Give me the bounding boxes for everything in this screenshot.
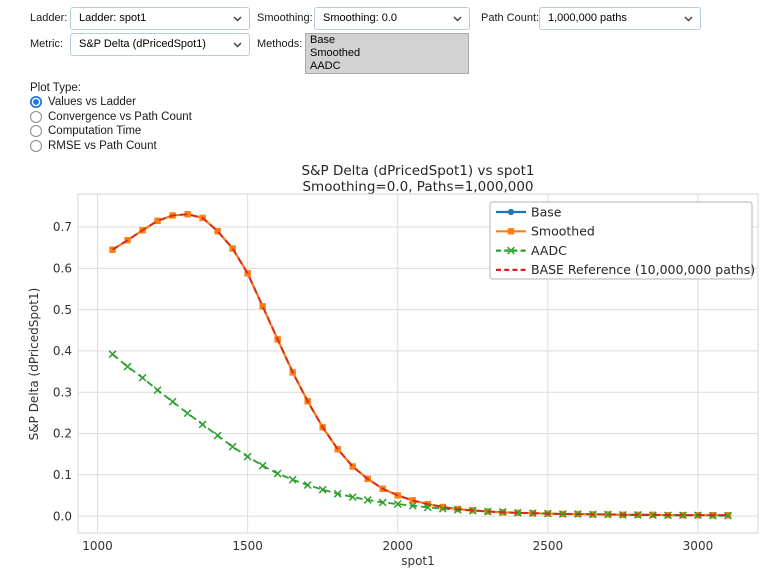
- ladder-select-value: Ladder: spot1: [79, 12, 147, 24]
- smoothing-select-value: Smoothing: 0.0: [323, 12, 397, 24]
- legend-label: BASE Reference (10,000,000 paths): [531, 262, 755, 277]
- series-base: [109, 211, 732, 519]
- chevron-down-icon: [233, 42, 242, 48]
- radio-icon[interactable]: [30, 139, 42, 152]
- chart-subtitle: Smoothing=0.0, Paths=1,000,000: [302, 179, 533, 195]
- radio-icon[interactable]: [30, 125, 42, 138]
- plot-type-option-label: Values vs Ladder: [48, 96, 137, 109]
- path-count-select[interactable]: 1,000,000 paths: [539, 7, 701, 30]
- methods-listbox[interactable]: Base Smoothed AADC: [305, 33, 469, 74]
- series-aadc: [108, 350, 732, 520]
- y-axis-label: S&P Delta (dPricedSpot1): [27, 288, 41, 441]
- x-tick-label: 2500: [533, 539, 564, 553]
- y-tick-label: 0.2: [53, 427, 72, 441]
- legend-box: [489, 201, 753, 280]
- plot-area: [77, 193, 759, 534]
- x-tick-label: 1000: [82, 539, 113, 553]
- legend-label: AADC: [531, 243, 567, 258]
- smoothing-select[interactable]: Smoothing: 0.0: [314, 7, 470, 30]
- legend-entry-base: Base: [496, 204, 562, 219]
- series-line: [111, 213, 728, 517]
- x-tick-label: 1500: [232, 539, 263, 553]
- plot-type-option-label: Computation Time: [48, 125, 142, 138]
- metric-select[interactable]: S&P Delta (dPricedSpot1): [70, 33, 250, 56]
- y-tick-label: 0.3: [53, 385, 72, 399]
- plot-type-option-label: Convergence vs Path Count: [48, 110, 192, 123]
- x-axis-label: spot1: [401, 554, 435, 568]
- x-tick-label: 2000: [382, 539, 413, 553]
- y-tick-label: 0.6: [53, 262, 72, 276]
- legend-entry-aadc: AADC: [496, 243, 567, 258]
- chevron-down-icon: [233, 16, 242, 22]
- y-tick-label: 0.4: [53, 344, 72, 358]
- y-tick-label: 0.5: [53, 303, 72, 317]
- ladder-select[interactable]: Ladder: spot1: [70, 7, 250, 30]
- methods-option-base[interactable]: Base: [306, 34, 468, 47]
- series-line: [111, 353, 728, 517]
- plot-type-option-values-vs-ladder[interactable]: Values vs Ladder: [30, 95, 192, 110]
- y-tick-label: 0.0: [53, 509, 72, 523]
- path-count-label: Path Count:: [481, 12, 540, 24]
- gridlines: [78, 194, 758, 533]
- methods-option-smoothed[interactable]: Smoothed: [306, 47, 468, 60]
- plot-type-option-convergence-vs-path-count[interactable]: Convergence vs Path Count: [30, 110, 192, 125]
- series-base-reference-10-000-000-paths: [112, 213, 728, 517]
- axis-ticks: 1000 1500 2000 2500 3000 0.0 0.1 0.2 0.3 0.4 0.5 0.…: [53, 220, 713, 553]
- legend-label: Smoothed: [531, 224, 595, 239]
- legend-entry-base-reference-10-000-000-paths: BASE Reference (10,000,000 paths): [496, 262, 755, 277]
- metric-label: Metric:: [30, 38, 63, 50]
- plot-type-option-rmse-vs-path-count[interactable]: RMSE vs Path Count: [30, 139, 192, 154]
- series-line: [112, 213, 728, 517]
- radio-icon[interactable]: [30, 110, 42, 123]
- metric-select-value: S&P Delta (dPricedSpot1): [79, 38, 206, 50]
- legend-entry-smoothed: Smoothed: [496, 224, 595, 239]
- plot-type-label: Plot Type:: [30, 82, 81, 94]
- x-tick-label: 3000: [683, 539, 714, 553]
- smoothing-label: Smoothing:: [257, 12, 313, 24]
- plot-type-radio-group: Values vs Ladder Convergence vs Path Coun…: [30, 95, 192, 153]
- path-count-select-value: 1,000,000 paths: [548, 12, 627, 24]
- legend: Base Smoothed AADC BASE Reference (10,000,0…: [489, 201, 755, 280]
- series-smoothed: [109, 211, 732, 519]
- chevron-down-icon: [453, 16, 462, 22]
- legend-label: Base: [531, 204, 562, 219]
- methods-label: Methods:: [257, 38, 303, 50]
- chart-title: S&P Delta (dPricedSpot1) vs spot1: [301, 163, 534, 179]
- y-tick-label: 0.7: [53, 220, 72, 234]
- chevron-down-icon: [684, 16, 693, 22]
- y-tick-label: 0.1: [53, 468, 72, 482]
- radio-icon[interactable]: [30, 96, 42, 109]
- series-line: [112, 213, 728, 517]
- ladder-label: Ladder:: [30, 12, 68, 24]
- methods-option-aadc[interactable]: AADC: [306, 60, 468, 73]
- plot-type-option-label: RMSE vs Path Count: [48, 139, 157, 152]
- plot-type-option-computation-time[interactable]: Computation Time: [30, 124, 192, 139]
